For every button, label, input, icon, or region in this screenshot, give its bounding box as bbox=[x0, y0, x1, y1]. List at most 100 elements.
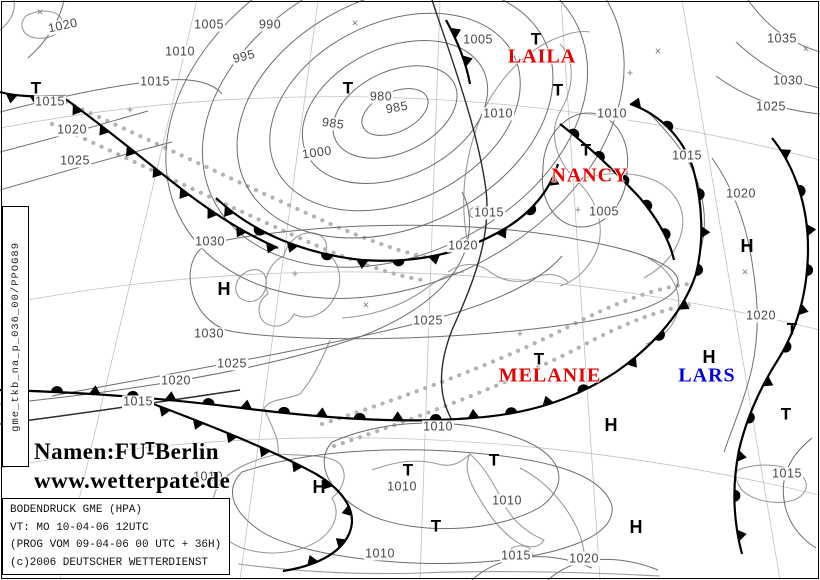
isobar-label: 1015 bbox=[34, 94, 66, 109]
isobar-label: 1010 bbox=[491, 493, 523, 508]
cold-front-marker bbox=[450, 27, 461, 39]
legend-title: BODENDRUCK GME (HPA) bbox=[10, 504, 143, 516]
pressure-center-T: T bbox=[533, 349, 545, 369]
isobar-label: 990 bbox=[257, 17, 283, 32]
cold-front-marker bbox=[428, 254, 441, 265]
cold-front-marker bbox=[736, 529, 747, 542]
cold-front-marker bbox=[678, 299, 690, 310]
side-product-label: gme_tkb_na_p_036_00/PPOG89 bbox=[2, 206, 29, 467]
warm-front-marker bbox=[806, 264, 814, 277]
cold-front-marker bbox=[701, 226, 711, 239]
pressure-center-T: T bbox=[786, 319, 798, 339]
graticule-mark: + bbox=[126, 104, 134, 117]
cold-front-marker bbox=[736, 450, 747, 462]
isobar-label: 995 bbox=[230, 46, 258, 67]
warm-front-marker bbox=[661, 228, 671, 240]
cold-front-marker bbox=[259, 446, 271, 458]
isobar-label: 1025 bbox=[216, 356, 248, 371]
cold-front-marker bbox=[88, 385, 101, 395]
isobar-label: 1015 bbox=[139, 74, 171, 89]
isobar-label: 1010 bbox=[164, 44, 196, 59]
isobar-label: 1015 bbox=[500, 548, 532, 563]
graticule-mark: × bbox=[362, 299, 370, 312]
isobar-label: 1025 bbox=[755, 99, 787, 114]
warm-front-marker bbox=[392, 259, 405, 267]
cold-front-marker bbox=[5, 93, 18, 104]
warm-front-marker bbox=[525, 204, 537, 216]
isobar-label: 1010 bbox=[596, 106, 628, 121]
storm-name: MELANIE bbox=[498, 364, 602, 387]
isobar-label: 1010 bbox=[482, 106, 514, 121]
isobar-label: 1020 bbox=[160, 373, 192, 388]
cold-front-marker bbox=[462, 55, 473, 67]
pressure-center-T: T bbox=[488, 450, 500, 470]
isobar-label: 1020 bbox=[568, 551, 600, 566]
isobar-label: 1025 bbox=[412, 313, 444, 328]
watermark: Namen:FU-Berlin www.wetterpate.de bbox=[34, 437, 230, 496]
pressure-center-T: T bbox=[430, 516, 442, 536]
warm-front-marker bbox=[642, 199, 653, 211]
isobar-label: 1010 bbox=[192, 469, 224, 484]
graticule-mark: × bbox=[654, 45, 662, 58]
pressure-center-H: H bbox=[629, 517, 643, 537]
isobar-label: 1000 bbox=[300, 143, 334, 162]
cold-front-marker bbox=[224, 206, 235, 217]
warm-front-marker bbox=[782, 341, 792, 353]
warm-front-marker bbox=[50, 386, 63, 393]
graticule-mark: × bbox=[351, 17, 359, 30]
pressure-center-H: H bbox=[604, 415, 618, 435]
cold-front-marker bbox=[236, 226, 247, 238]
graticule-mark: × bbox=[802, 43, 810, 56]
cold-front-marker bbox=[207, 208, 218, 219]
warm-front-marker bbox=[662, 120, 674, 131]
warm-front-marker bbox=[697, 188, 705, 201]
warm-front-marker bbox=[321, 252, 333, 261]
cold-front-marker bbox=[341, 504, 353, 517]
warm-front-marker bbox=[734, 489, 741, 502]
cold-front-marker bbox=[626, 356, 637, 368]
pressure-center-T: T bbox=[780, 404, 792, 424]
warm-front-marker bbox=[577, 384, 589, 393]
watermark-line1: Namen:FU-Berlin bbox=[34, 439, 220, 464]
cold-front-marker bbox=[762, 375, 774, 387]
isobar-label: 1010 bbox=[364, 546, 396, 561]
legend-validtime: VT: MO 10-04-06 12UTC bbox=[10, 521, 149, 534]
cold-front-marker bbox=[179, 188, 190, 199]
cold-front-marker bbox=[125, 145, 137, 157]
warm-front-marker bbox=[253, 226, 265, 236]
cold-front-marker bbox=[467, 408, 480, 419]
watermark-line2: www.wetterpate.de bbox=[34, 468, 231, 494]
cold-front-marker bbox=[266, 242, 278, 254]
cold-front-marker bbox=[629, 97, 642, 109]
warm-front-marker bbox=[695, 263, 703, 276]
warm-front-marker bbox=[654, 330, 665, 341]
isobar-label: 1020 bbox=[56, 122, 88, 137]
cold-front-marker bbox=[496, 227, 507, 239]
isobar-label: 1015 bbox=[671, 148, 703, 163]
isobar-label: 1020 bbox=[447, 238, 479, 253]
warm-front-marker bbox=[594, 151, 605, 162]
cold-front-marker bbox=[72, 104, 83, 116]
graticule-mark: × bbox=[36, 6, 44, 19]
warm-front-marker bbox=[202, 398, 215, 405]
isobar-label: 1005 bbox=[462, 32, 494, 47]
legend-copyright: (c)2006 DEUTSCHER WETTERDIENST bbox=[10, 556, 209, 569]
cold-front-marker bbox=[322, 478, 334, 490]
side-product-text: gme_tkb_na_p_036_00/PPOG89 bbox=[9, 241, 22, 432]
isobar-label: 1020 bbox=[46, 15, 80, 36]
graticule-mark: + bbox=[574, 204, 582, 217]
graticule-mark: + bbox=[291, 268, 299, 281]
cold-front-marker bbox=[798, 303, 809, 316]
cold-front-marker bbox=[335, 538, 347, 549]
cold-front-marker bbox=[152, 167, 163, 178]
cold-front-marker bbox=[315, 407, 328, 417]
graticule-mark: + bbox=[516, 328, 524, 341]
isobar-label: 985 bbox=[320, 114, 346, 133]
cold-front-marker bbox=[292, 461, 303, 473]
isobar-label: 1005 bbox=[193, 17, 225, 32]
warm-front-marker bbox=[619, 174, 630, 185]
isobar-label: 1030 bbox=[193, 326, 225, 341]
isobar-label: 1035 bbox=[766, 31, 798, 46]
legend-prog: (PROG VOM 09-04-06 00 UTC + 36H) bbox=[10, 539, 222, 552]
